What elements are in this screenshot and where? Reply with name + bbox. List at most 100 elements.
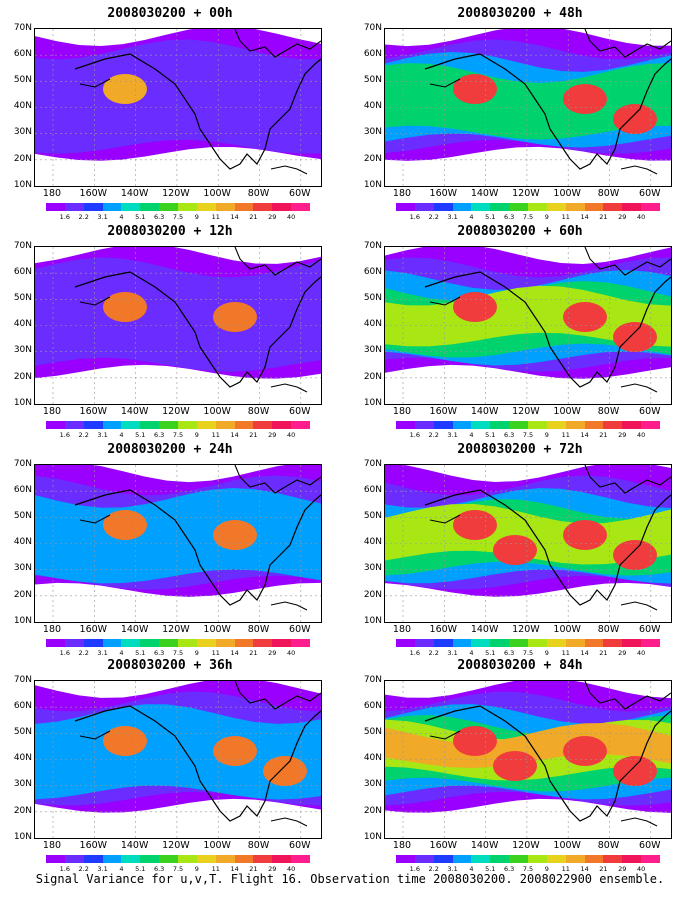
lat-tick-label: 60N [363,49,382,60]
colorbar-swatch [234,639,254,647]
colorbar-swatch [140,421,160,429]
colorbar-swatch [641,855,661,863]
lat-tick-label: 30N [363,779,382,790]
lon-tick-label: 160W [79,840,108,851]
lat-tick-label: 30N [13,345,32,356]
variance-maximum [453,74,497,104]
colorbar-swatch [234,421,254,429]
variance-contour [35,257,321,372]
panel-title: 2008030200 + 00h [107,6,233,21]
colorbar-labels: 1.6 2.2 3.1 4 5.1 6.3 7.5 9 11 14 21 29 40 [396,431,660,439]
colorbar-swatch [64,203,84,211]
variance-map [34,246,322,405]
lat-tick-label: 60N [363,701,382,712]
colorbar-tick-label: 11 [211,865,220,873]
colorbar-tick-label: 21 [249,213,258,221]
colorbar-swatch [509,421,529,429]
colorbar-tick-label: 1.6 [409,431,421,439]
colorbar-swatch [83,203,103,211]
colorbar-swatch [622,203,642,211]
variance-maximum [213,520,257,550]
colorbar-labels: 1.6 2.2 3.1 4 5.1 6.3 7.5 9 11 14 21 29 40 [46,649,310,657]
colorbar-swatch [178,639,197,647]
colorbar-swatch [528,203,547,211]
coastline [584,29,671,58]
lat-tick-label: 20N [13,589,32,600]
lon-tick-label: 120W [512,840,540,851]
colorbar-tick-label: 11 [561,649,570,657]
lon-tick-label: 160W [429,406,458,417]
lat-tick-label: 20N [363,589,382,600]
lon-tick-label: 100W [553,406,581,417]
colorbar-swatch [509,855,529,863]
colorbar-tick-label: 3.1 [97,213,108,221]
coastline [79,296,308,393]
colorbar-swatch [234,203,254,211]
lat-tick-label: 20N [13,153,32,164]
variance-maximum [103,510,147,540]
colorbar-swatch [64,639,84,647]
map-svg [385,29,671,186]
lon-tick-label: 140W [470,840,499,851]
colorbar-swatch [178,421,197,429]
colorbar-tick-label: 2.2 [78,649,89,657]
lat-tick-label: 50N [363,293,382,304]
colorbar-swatch [622,639,642,647]
colorbar-tick-label: 9 [194,649,199,657]
colorbar-tick-label: 3.1 [447,431,458,439]
colorbar [46,203,311,211]
coastline [584,681,671,710]
colorbar-swatch [603,203,623,211]
lat-tick-label: 30N [13,779,32,790]
colorbar-tick-label: 29 [618,431,627,439]
coastline [424,489,671,606]
variance-maximum [103,292,147,322]
variance-map [384,464,672,623]
lon-tick-label: 100W [203,406,231,417]
variance-maximum [613,104,657,134]
colorbar-swatch [433,421,453,429]
colorbar [396,203,661,211]
colorbar-swatch [121,639,141,647]
colorbar-swatch [490,639,510,647]
variance-map [34,28,322,187]
colorbar-swatch [102,855,122,863]
figure-caption: Signal Variance for u,v,T. Flight 16. Ob… [35,872,665,886]
colorbar-tick-label: 11 [211,431,220,439]
colorbar-tick-label: 7.5 [522,865,534,873]
lat-tick-label: 10N [13,615,32,626]
variance-maximum [103,74,147,104]
coastline [74,271,321,388]
colorbar [46,421,311,429]
colorbar-tick-label: 14 [580,649,589,657]
lon-tick-label: 80W [247,188,270,199]
lon-tick-label: 60W [289,188,311,199]
panel-title: 2008030200 + 12h [107,224,233,239]
colorbar-swatch [102,421,122,429]
colorbar-tick-label: 6.3 [503,865,515,873]
colorbar-tick-label: 11 [561,865,570,873]
lat-tick-label: 50N [363,511,382,522]
lat-tick-label: 10N [363,397,382,408]
lat-tick-label: 40N [363,101,382,112]
panel-12h: 2008030200 + 12h 70N 60N 50N 40N 30N 20N 10N 18… [0,222,340,440]
lon-tick-label: 120W [512,624,540,635]
colorbar-labels: 1.6 2.2 3.1 4 5.1 6.3 7.5 9 11 14 21 29 40 [46,865,310,873]
panel-title: 2008030200 + 48h [457,6,583,21]
lat-tick-label: 10N [363,615,382,626]
colorbar-swatch [641,421,661,429]
colorbar-swatch [641,203,661,211]
panel-48h: 2008030200 + 48h 70N 60N 50N 40N 30N 20N 10N 18… [350,4,690,222]
variance-maximum [213,736,257,766]
lat-tick-label: 10N [363,179,382,190]
lon-tick-label: 100W [553,188,581,199]
colorbar-swatch [490,855,510,863]
colorbar [396,639,661,647]
colorbar-swatch [396,855,415,863]
colorbar-tick-label: 40 [637,431,646,439]
map-svg [35,681,321,838]
colorbar-swatch [584,421,604,429]
colorbar-tick-label: 1.6 [409,213,421,221]
colorbar-swatch [83,639,103,647]
lon-tick-label: 160W [79,188,108,199]
